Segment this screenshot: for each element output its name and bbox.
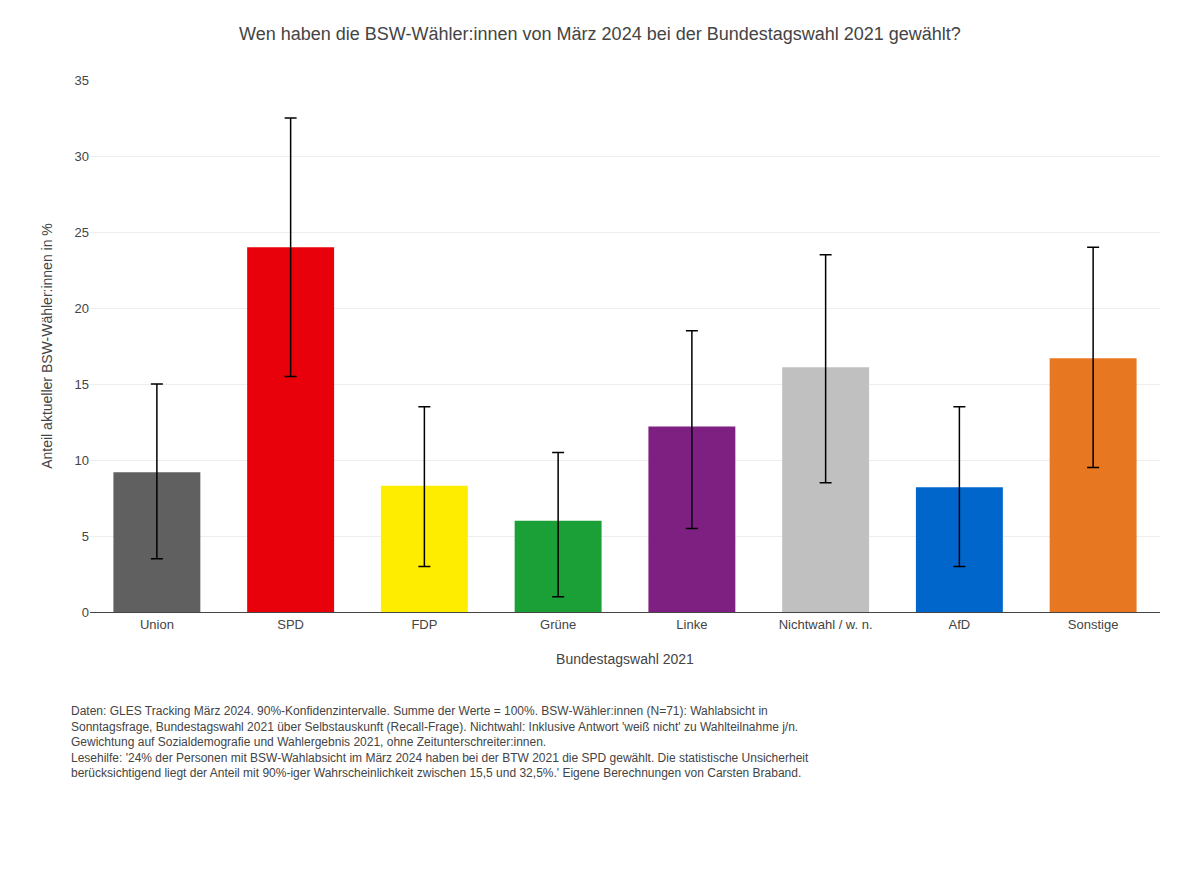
svg-text:AfD: AfD bbox=[949, 617, 971, 632]
svg-text:Daten: GLES Tracking März 2024: Daten: GLES Tracking März 2024. 90%-Konf… bbox=[71, 704, 809, 780]
svg-text:SPD: SPD bbox=[277, 617, 304, 632]
svg-text:Nichtwahl / w. n.: Nichtwahl / w. n. bbox=[779, 617, 873, 632]
svg-text:25: 25 bbox=[75, 225, 89, 240]
svg-text:Union: Union bbox=[140, 617, 174, 632]
svg-text:30: 30 bbox=[75, 149, 89, 164]
svg-text:10: 10 bbox=[75, 453, 89, 468]
svg-text:15: 15 bbox=[75, 377, 89, 392]
svg-text:Bundestagswahl 2021: Bundestagswahl 2021 bbox=[556, 651, 694, 667]
svg-text:35: 35 bbox=[75, 73, 89, 88]
svg-text:FDP: FDP bbox=[411, 617, 437, 632]
svg-text:0: 0 bbox=[82, 605, 89, 620]
svg-text:Grüne: Grüne bbox=[540, 617, 576, 632]
svg-text:Sonstige: Sonstige bbox=[1068, 617, 1119, 632]
svg-text:Anteil aktueller BSW-Wähler:in: Anteil aktueller BSW-Wähler:innen in % bbox=[39, 223, 55, 469]
svg-text:5: 5 bbox=[82, 529, 89, 544]
svg-text:Wen haben die BSW-Wähler:innen: Wen haben die BSW-Wähler:innen von März … bbox=[239, 24, 961, 44]
svg-text:20: 20 bbox=[75, 301, 89, 316]
svg-text:Linke: Linke bbox=[676, 617, 707, 632]
